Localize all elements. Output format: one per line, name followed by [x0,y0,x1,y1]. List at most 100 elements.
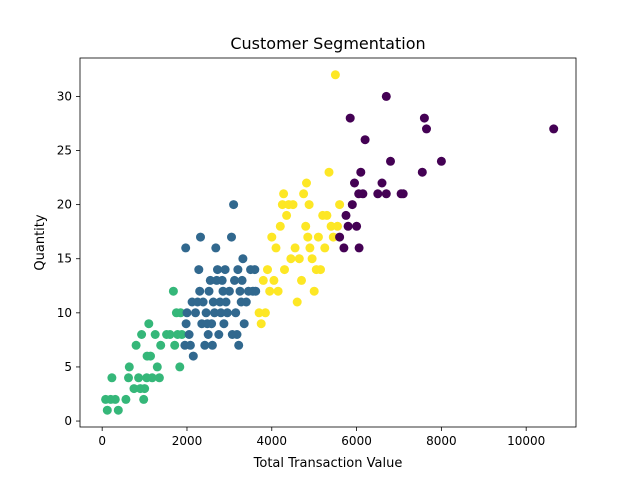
data-point-cluster_3 [305,243,315,253]
data-point-cluster_3 [277,200,287,210]
data-point-cluster_3 [316,265,325,275]
data-point-cluster_3 [333,221,342,231]
data-point-cluster_1 [231,308,241,318]
data-point-cluster_0 [419,113,429,123]
data-point-cluster_0 [373,189,383,199]
data-point-cluster_1 [217,275,227,285]
data-point-cluster_2 [175,362,185,372]
data-point-cluster_3 [260,308,270,318]
data-point-cluster_0 [360,135,370,145]
data-point-cluster_2 [102,405,112,415]
data-point-cluster_2 [129,384,139,394]
data-point-cluster_1 [232,330,242,339]
data-point-cluster_2 [147,373,157,383]
data-point-cluster_3 [297,275,306,285]
data-point-cluster_1 [235,286,245,296]
data-point-cluster_1 [182,308,192,318]
data-point-cluster_3 [299,189,309,199]
data-point-cluster_2 [154,373,164,383]
x-tick-label: 8000 [426,434,457,448]
data-point-cluster_2 [176,308,186,318]
data-point-cluster_1 [219,319,229,329]
data-point-cluster_2 [134,373,144,383]
data-point-cluster_3 [279,189,289,199]
data-point-cluster_0 [350,178,359,188]
data-point-cluster_0 [347,200,357,210]
data-point-cluster_1 [210,308,219,318]
data-point-cluster_3 [263,265,272,275]
data-point-cluster_1 [205,275,215,285]
data-point-cluster_1 [191,308,200,318]
chart-title: Customer Segmentation [230,34,425,53]
data-point-cluster_1 [216,308,226,318]
data-points [101,70,559,415]
data-point-cluster_2 [124,362,134,372]
data-point-cluster_1 [220,265,230,275]
data-point-cluster_2 [165,330,175,339]
x-tick-label: 4000 [257,434,288,448]
data-point-cluster_0 [381,189,391,199]
data-point-cluster_1 [214,330,224,339]
data-point-cluster_3 [326,221,336,231]
data-point-cluster_2 [170,340,180,350]
y-tick-label: 20 [57,198,72,212]
y-tick-label: 10 [57,306,72,320]
data-point-cluster_1 [222,308,232,318]
data-point-cluster_0 [417,167,427,177]
data-point-cluster_3 [254,308,264,318]
data-point-cluster_3 [309,286,319,296]
data-point-cluster_2 [152,362,162,372]
x-axis-ticks: 0 2000 4000 6000 8000 10000 [98,427,545,448]
x-axis-label: Total Transaction Value [253,456,403,471]
data-point-cluster_1 [201,308,211,318]
data-point-cluster_3 [280,265,289,275]
data-point-cluster_3 [258,275,268,285]
data-point-cluster_3 [301,221,311,231]
data-point-cluster_3 [282,210,292,220]
x-tick-label: 0 [98,434,106,448]
data-point-cluster_0 [549,124,559,134]
data-point-cluster_1 [204,286,214,296]
data-point-cluster_0 [386,156,395,166]
data-point-cluster_0 [358,189,368,199]
data-point-cluster_3 [335,200,345,210]
data-point-cluster_0 [343,221,353,231]
data-point-cluster_1 [238,254,248,264]
data-point-cluster_1 [200,340,210,350]
x-tick-label: 10000 [507,434,545,448]
data-point-cluster_1 [184,330,194,339]
data-point-cluster_2 [124,373,133,383]
data-point-cluster_1 [211,243,221,253]
data-point-cluster_1 [251,286,261,296]
data-point-cluster_0 [339,243,349,253]
data-point-cluster_0 [335,232,345,242]
data-point-cluster_1 [237,275,247,285]
data-point-cluster_3 [271,243,281,253]
data-point-cluster_1 [233,265,243,275]
data-point-cluster_1 [181,319,191,329]
y-axis-ticks: 0 5 10 15 20 25 30 [57,89,80,428]
x-tick-label: 6000 [341,434,372,448]
data-point-cluster_3 [324,167,334,177]
data-point-cluster_1 [188,351,198,361]
data-point-cluster_0 [345,113,355,123]
plot-frame [79,57,577,428]
data-point-cluster_1 [241,297,251,307]
data-point-cluster_1 [203,330,213,339]
data-point-cluster_0 [377,178,387,188]
data-point-cluster_1 [196,232,205,242]
data-point-cluster_2 [113,405,123,415]
data-point-cluster_1 [230,275,239,285]
data-point-cluster_3 [288,200,298,210]
data-point-cluster_2 [121,394,131,404]
data-point-cluster_3 [267,232,277,242]
data-point-cluster_0 [352,221,362,231]
data-point-cluster_1 [207,319,217,329]
data-point-cluster_3 [307,254,317,264]
data-point-cluster_2 [168,286,178,296]
data-point-cluster_2 [140,384,150,394]
data-point-cluster_3 [303,232,313,242]
data-point-cluster_0 [422,124,431,134]
data-point-cluster_1 [229,200,239,210]
